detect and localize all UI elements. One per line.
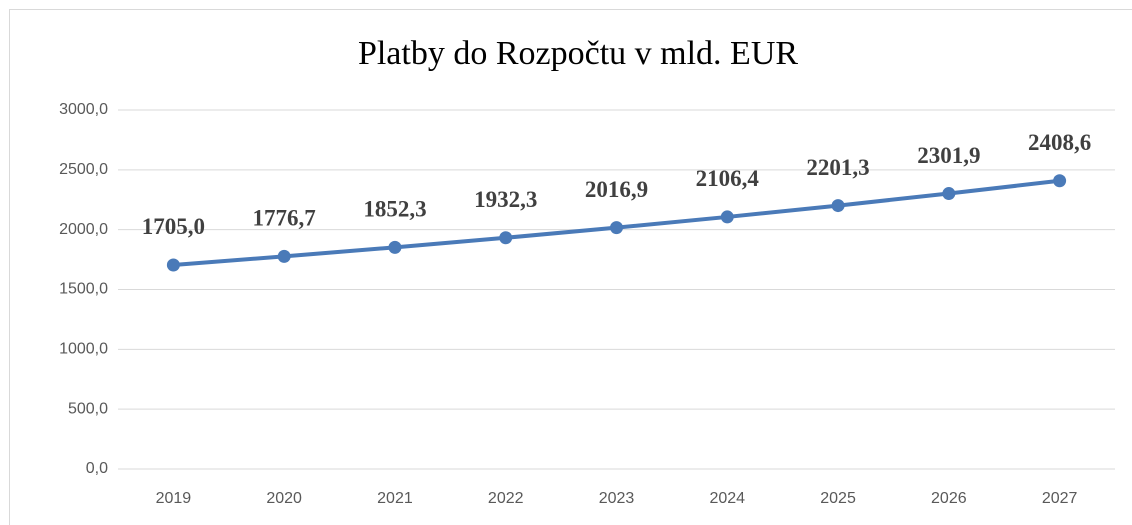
y-tick-label: 2000,0	[59, 221, 108, 238]
x-tick-label: 2023	[599, 490, 635, 507]
marker	[1053, 174, 1067, 188]
marker	[942, 187, 956, 201]
x-tick-label: 2019	[156, 490, 192, 507]
data-label: 2408,6	[1028, 130, 1091, 155]
x-tick-label: 2020	[266, 490, 302, 507]
data-label: 2201,3	[806, 155, 869, 180]
x-tick-label: 2021	[377, 490, 413, 507]
y-tick-label: 3000,0	[59, 101, 108, 118]
marker	[499, 231, 513, 245]
x-tick-label: 2024	[709, 490, 745, 507]
marker	[388, 240, 402, 254]
marker	[166, 258, 180, 272]
data-label: 1705,0	[142, 214, 205, 239]
x-tick-label: 2027	[1042, 490, 1078, 507]
data-label: 2301,9	[917, 143, 980, 168]
marker	[277, 249, 291, 263]
marker	[831, 199, 845, 213]
chart-title: Platby do Rozpočtu v mld. EUR	[358, 35, 798, 72]
marker	[610, 221, 623, 235]
data-label: 2016,9	[585, 177, 648, 202]
y-tick-label: 0,0	[86, 460, 108, 477]
data-label: 1776,7	[253, 206, 316, 231]
data-label: 2106,4	[696, 166, 760, 191]
data-label: 1852,3	[363, 197, 426, 222]
marker	[720, 210, 734, 224]
x-tick-label: 2025	[820, 490, 856, 507]
y-tick-label: 1000,0	[59, 341, 108, 358]
y-tick-label: 2500,0	[59, 161, 108, 178]
x-tick-label: 2026	[931, 490, 967, 507]
chart-frame	[9, 9, 1132, 525]
x-tick-label: 2022	[488, 490, 524, 507]
y-tick-label: 500,0	[68, 400, 108, 417]
y-tick-label: 1500,0	[59, 281, 108, 298]
data-label: 1932,3	[474, 187, 537, 212]
